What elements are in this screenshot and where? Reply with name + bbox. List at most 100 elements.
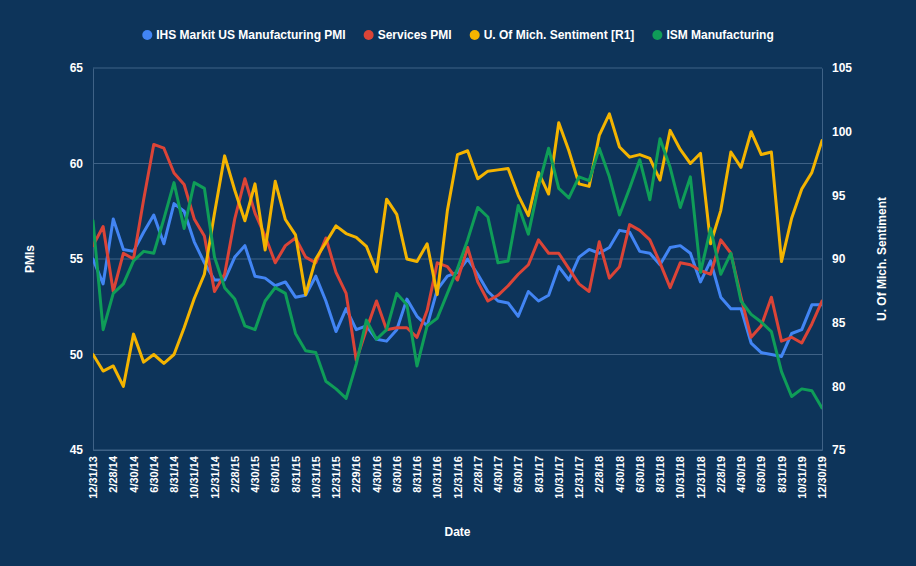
x-tick-label: 8/31/17 — [533, 456, 545, 493]
x-tick: 12/31/18 — [695, 450, 707, 499]
grid-line — [93, 354, 822, 355]
legend-swatch — [470, 30, 480, 40]
legend-label: U. Of Mich. Sentiment [R1] — [484, 28, 635, 42]
y2-tick: 80 — [822, 380, 846, 394]
x-tick: 10/31/18 — [674, 450, 686, 499]
y-axis: 4550556065 — [70, 61, 94, 457]
y2-tick: 95 — [822, 189, 846, 203]
x-tick-label: 2/28/19 — [715, 456, 727, 493]
x-tick: 10/31/14 — [188, 450, 200, 499]
x-tick-label: 10/31/19 — [796, 456, 808, 499]
x-tick-label: 12/31/15 — [330, 456, 342, 499]
x-tick: 10/31/19 — [796, 450, 808, 499]
y2-tick-label: 95 — [832, 189, 846, 203]
x-tick-label: 6/30/18 — [634, 456, 646, 493]
y2-axis: 7580859095100105 — [822, 61, 852, 457]
x-tick-label: 2/28/17 — [472, 456, 484, 493]
x-tick: 6/30/18 — [634, 450, 646, 493]
x-tick-label: 6/30/17 — [512, 456, 524, 493]
grid — [93, 68, 822, 450]
x-tick: 4/30/18 — [614, 450, 626, 493]
y2-tick: 90 — [822, 252, 846, 266]
x-tick: 12/31/14 — [209, 450, 221, 499]
x-tick: 12/31/16 — [452, 450, 464, 499]
y-tick: 65 — [70, 61, 93, 75]
x-tick: 2/28/19 — [715, 450, 727, 493]
x-tick-label: 10/31/17 — [553, 456, 565, 499]
x-tick-label: 12/31/17 — [573, 456, 585, 499]
x-axis-title: Date — [444, 525, 470, 539]
x-tick-label: 8/31/18 — [654, 456, 666, 493]
x-axis: 12/31/132/28/144/30/146/30/148/31/1410/3… — [87, 450, 828, 499]
y-tick-label: 60 — [70, 157, 84, 171]
y-tick-label: 55 — [70, 252, 84, 266]
x-tick: 6/30/17 — [512, 450, 524, 493]
y2-tick-label: 100 — [832, 125, 852, 139]
x-tick: 2/28/15 — [229, 450, 241, 493]
y-tick: 45 — [70, 443, 93, 457]
x-tick: 8/31/19 — [776, 450, 788, 493]
x-tick: 2/28/18 — [593, 450, 605, 493]
x-tick: 2/29/16 — [350, 450, 362, 493]
y-axis-title: PMIs — [23, 245, 37, 273]
legend-item: Services PMI — [364, 28, 452, 42]
x-tick-label: 2/28/14 — [107, 455, 119, 493]
series-line — [93, 144, 822, 360]
x-tick: 4/30/17 — [492, 450, 504, 493]
y2-tick: 75 — [822, 443, 846, 457]
x-tick: 8/31/15 — [290, 450, 302, 493]
x-tick: 4/30/16 — [371, 450, 383, 493]
x-tick: 6/30/16 — [391, 450, 403, 493]
x-tick-label: 12/31/18 — [695, 456, 707, 499]
y2-axis-title: U. Of Mich. Sentiment — [875, 197, 889, 321]
x-tick-label: 8/31/14 — [168, 455, 180, 493]
x-tick: 2/28/17 — [472, 450, 484, 493]
x-tick-label: 12/30/19 — [816, 456, 828, 499]
grid-line — [93, 450, 822, 451]
y-tick: 60 — [70, 157, 93, 171]
x-tick: 4/30/19 — [735, 450, 747, 493]
x-tick: 12/31/15 — [330, 450, 342, 499]
legend-item: IHS Markit US Manufacturing PMI — [142, 28, 345, 42]
x-tick: 10/31/17 — [553, 450, 565, 499]
x-tick-label: 6/30/19 — [755, 456, 767, 493]
y2-tick-label: 90 — [832, 252, 846, 266]
x-tick-label: 10/31/15 — [310, 456, 322, 499]
y2-tick-label: 75 — [832, 443, 846, 457]
x-tick: 6/30/15 — [269, 450, 281, 493]
x-tick-label: 2/28/18 — [593, 456, 605, 493]
chart: 12/31/132/28/144/30/146/30/148/31/1410/3… — [0, 0, 916, 566]
y2-tick-label: 80 — [832, 380, 846, 394]
x-tick-label: 6/30/14 — [148, 455, 160, 493]
x-tick: 4/30/14 — [128, 450, 140, 493]
x-tick: 8/31/18 — [654, 450, 666, 493]
x-tick-label: 8/31/19 — [776, 456, 788, 493]
x-tick-label: 8/31/15 — [290, 456, 302, 493]
x-tick-label: 4/30/15 — [249, 456, 261, 493]
y-tick-label: 45 — [70, 443, 84, 457]
x-tick-label: 12/31/16 — [452, 456, 464, 499]
legend-item: ISM Manufacturing — [652, 28, 773, 42]
y-tick-label: 65 — [70, 61, 84, 75]
x-tick: 8/31/17 — [533, 450, 545, 493]
x-tick-label: 12/31/14 — [209, 455, 221, 499]
legend: IHS Markit US Manufacturing PMI Services … — [142, 28, 773, 42]
x-tick-label: 10/31/18 — [674, 456, 686, 499]
background — [0, 0, 916, 566]
y2-tick: 85 — [822, 316, 846, 330]
x-tick: 12/30/19 — [816, 450, 828, 499]
x-tick: 10/31/16 — [431, 450, 443, 499]
plot-area — [93, 114, 822, 408]
grid-line — [93, 163, 822, 164]
legend-label: ISM Manufacturing — [666, 28, 773, 42]
x-tick-label: 4/30/17 — [492, 456, 504, 493]
legend-item: U. Of Mich. Sentiment [R1] — [470, 28, 635, 42]
legend-swatch — [142, 30, 152, 40]
x-tick: 8/31/14 — [168, 450, 180, 493]
y2-axis-line — [822, 69, 823, 451]
x-tick-label: 10/31/16 — [431, 456, 443, 499]
legend-swatch — [652, 30, 662, 40]
y-tick: 55 — [70, 252, 93, 266]
x-tick-label: 4/30/14 — [128, 455, 140, 493]
x-tick: 10/31/15 — [310, 450, 322, 499]
